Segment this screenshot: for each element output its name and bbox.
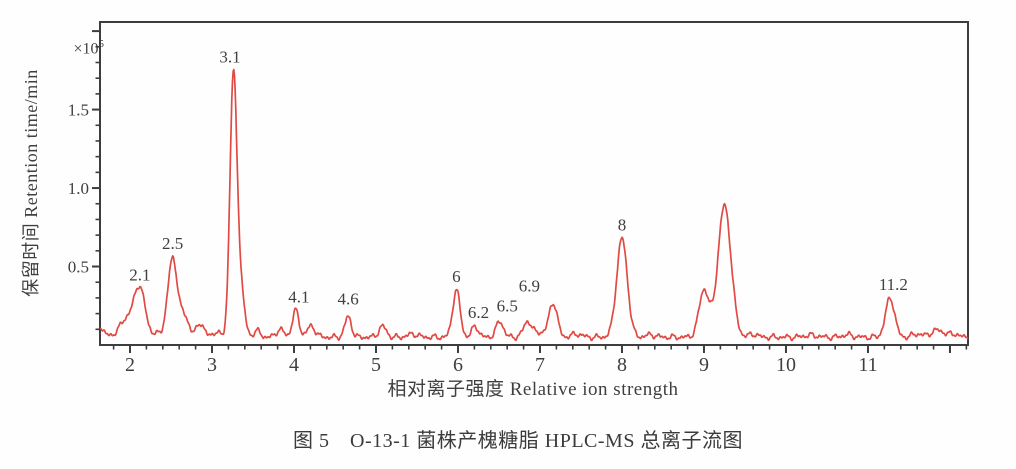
chromatogram-trace <box>99 68 969 342</box>
chromatogram-plot: 2 3 4 5 6 7 8 9 10 11 0.5 1.0 1.5 2.1 2.5 3.1 4.1 4.6 6 6.2… <box>68 21 969 376</box>
y-scale-base: ×10 <box>73 40 99 58</box>
x-tick-label: 2 <box>125 354 135 376</box>
peak-label: 6.2 <box>468 303 489 322</box>
y-tick-label: 1.0 <box>68 179 89 198</box>
x-tick-label: 6 <box>453 354 463 376</box>
y-tick-label: 1.5 <box>68 101 89 120</box>
x-tick-label: 11 <box>858 354 877 376</box>
x-tick-label: 9 <box>699 354 709 376</box>
peak-label: 4.6 <box>337 290 358 309</box>
peak-label: 3.1 <box>219 47 240 66</box>
peak-label: 4.1 <box>288 287 309 306</box>
y-axis-title: 保留时间 Retention time/min <box>21 69 41 297</box>
y-scale-exponent: 5 <box>98 38 105 50</box>
peak-label: 8 <box>618 215 627 234</box>
peak-label: 2.1 <box>129 265 150 284</box>
y-axis-scale-factor: ×105 <box>24 38 104 58</box>
peak-label: 6.5 <box>497 296 518 315</box>
x-tick-label: 3 <box>207 354 217 376</box>
x-axis-title: 相对离子强度 Relative ion strength <box>387 379 679 400</box>
x-tick-label: 7 <box>535 354 545 376</box>
peak-label: 6.9 <box>519 276 540 295</box>
peak-label: 6 <box>452 267 461 286</box>
peak-label: 11.2 <box>879 275 908 294</box>
x-tick-label: 10 <box>776 354 796 376</box>
x-tick-label: 5 <box>371 354 381 376</box>
plot-frame <box>99 21 969 346</box>
peak-label: 2.5 <box>162 234 183 253</box>
figure-caption: 图 5 O-13-1 菌株产槐糖脂 HPLC-MS 总离子流图 <box>293 430 743 452</box>
x-tick-label: 8 <box>617 354 627 376</box>
x-tick-label: 4 <box>289 354 299 376</box>
y-tick-label: 0.5 <box>68 258 89 277</box>
